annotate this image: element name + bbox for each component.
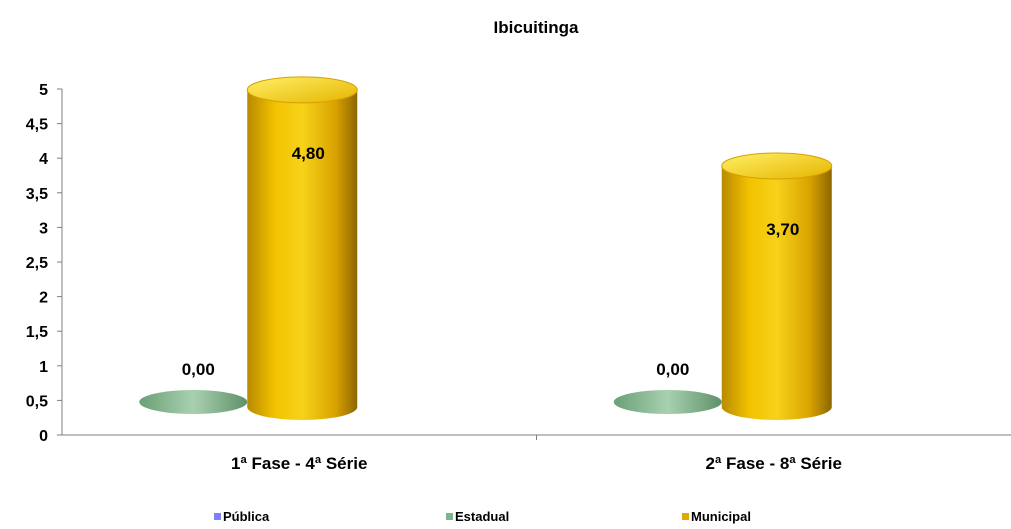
legend-swatch	[446, 513, 453, 520]
bars: 0,00 4,80 0,00 3,70	[139, 76, 833, 420]
y-tick-label: 0	[39, 428, 48, 445]
bar-municipal-top	[721, 152, 833, 180]
x-category-label: 2ª Fase - 8ª Série	[706, 454, 842, 473]
legend-label: Municipal	[691, 509, 751, 524]
y-tick-label: 2,5	[26, 255, 48, 272]
data-label-estadual: 0,00	[182, 360, 215, 379]
chart-title: Ibicuitinga	[494, 18, 580, 37]
y-tick-label: 0,5	[26, 393, 48, 410]
x-axis-categories: 1ª Fase - 4ª Série 2ª Fase - 8ª Série	[231, 435, 842, 473]
y-tick-label: 3,5	[26, 186, 48, 203]
y-tick-label: 1	[39, 359, 48, 376]
legend-swatch	[214, 513, 221, 520]
y-tick-label: 2	[39, 290, 48, 307]
y-tick-label: 4	[39, 151, 48, 168]
legend: Pública Estadual Municipal	[214, 509, 751, 524]
legend-swatch	[682, 513, 689, 520]
x-category-label: 1ª Fase - 4ª Série	[231, 454, 367, 473]
legend-label: Estadual	[455, 509, 509, 524]
bar-municipal-top	[246, 76, 358, 104]
y-tick-label: 1,5	[26, 324, 48, 341]
bar-municipal	[247, 89, 358, 420]
y-tick-label: 5	[39, 82, 48, 99]
bar-estadual	[613, 390, 722, 414]
bar-estadual	[139, 390, 248, 414]
data-label-municipal: 3,70	[766, 220, 799, 239]
data-label-estadual: 0,00	[656, 360, 689, 379]
bar-municipal	[721, 165, 832, 420]
y-axis-ticks: 0 0,5 1 1,5 2 2,5 3 3,5 4 4,5 5	[26, 82, 62, 445]
data-label-municipal: 4,80	[292, 144, 325, 163]
legend-label: Pública	[223, 509, 270, 524]
y-tick-label: 3	[39, 220, 48, 237]
y-tick-label: 4,5	[26, 117, 48, 134]
